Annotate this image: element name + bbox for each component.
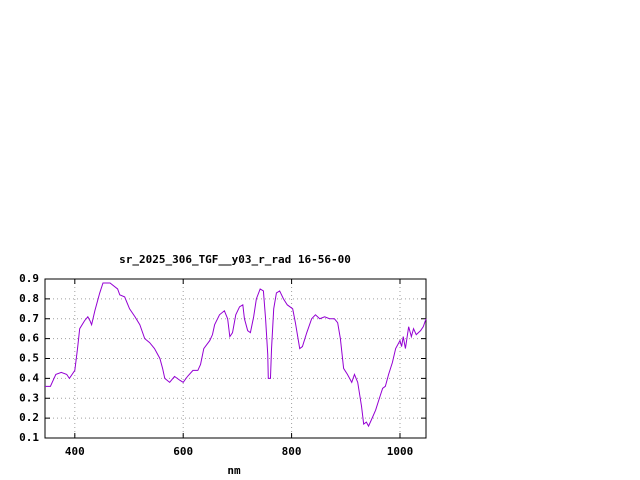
x-tick-label: 400: [65, 445, 85, 458]
y-tick-label: 0.1: [19, 431, 39, 444]
y-tick-label: 0.4: [19, 371, 39, 384]
y-tick-label: 0.6: [19, 332, 39, 345]
x-tick-label: 800: [282, 445, 302, 458]
x-axis-label: nm: [227, 464, 241, 477]
y-tick-label: 0.2: [19, 411, 39, 424]
chart-title: sr_2025_306_TGF__y03_r_rad 16-56-00: [119, 253, 351, 266]
data-line: [45, 282, 427, 428]
x-tick-label: 600: [173, 445, 193, 458]
y-tick-label: 0.5: [19, 352, 39, 365]
y-tick-label: 0.7: [19, 312, 39, 325]
y-tick-label: 0.3: [19, 391, 39, 404]
y-tick-label: 0.8: [19, 292, 39, 305]
y-tick-label: 0.9: [19, 272, 39, 285]
x-tick-label: 1000: [387, 445, 414, 458]
plot-frame: [44, 278, 427, 439]
